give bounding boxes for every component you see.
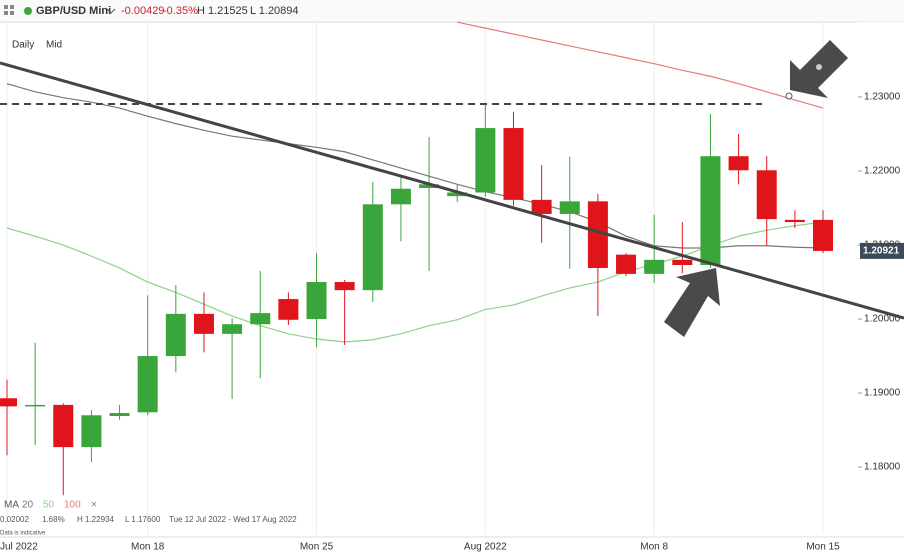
price-type[interactable]: Mid — [46, 40, 62, 51]
candle-body — [475, 128, 496, 193]
candle-body — [53, 404, 74, 448]
candle-body — [756, 170, 777, 220]
ma-label: MA — [4, 500, 19, 511]
candle-body — [559, 201, 580, 214]
range-low: L 1.17600 — [125, 515, 161, 524]
ma-legend-entry: 20 — [22, 500, 34, 511]
range-change: 0.02002 — [0, 515, 29, 524]
candle-body — [222, 324, 243, 334]
ma-close[interactable]: × — [91, 500, 97, 511]
dropdown-arrow[interactable] — [106, 8, 116, 14]
candle-body — [728, 156, 749, 171]
ma-legend-entry: 100 — [64, 500, 81, 511]
last-price-label: 1.20921 — [863, 246, 900, 257]
y-tick-label: 1.23000 — [864, 92, 901, 103]
candle-body — [419, 184, 440, 189]
header-bar — [0, 0, 904, 22]
candle-body — [390, 188, 411, 205]
candle-body — [193, 313, 214, 334]
change-pct: -0.35% — [163, 5, 198, 17]
candle-body — [616, 254, 637, 274]
x-tick-label: Mon 25 — [300, 542, 334, 553]
arrow-dot — [816, 64, 822, 70]
candle-body — [81, 415, 102, 448]
candle-body — [644, 259, 665, 274]
candle-body — [109, 413, 130, 417]
symbol[interactable]: GBP/USD Mini — [36, 5, 111, 17]
disclaimer: Data is indicative — [0, 531, 46, 537]
candle-body — [587, 201, 608, 268]
change: -0.00429 — [121, 5, 164, 17]
day-low: L 1.20894 — [250, 5, 299, 17]
x-tick-label: Aug 2022 — [464, 542, 507, 553]
y-tick-label: 1.19000 — [864, 388, 901, 399]
candle-body — [278, 299, 299, 320]
candle-body — [306, 282, 327, 320]
grid-icon[interactable] — [4, 5, 14, 15]
line-handle — [785, 92, 793, 100]
candle-body — [334, 282, 355, 291]
last-price-box — [860, 242, 904, 259]
day-high: H 1.21525 — [197, 5, 248, 17]
y-tick-label: 1.20000 — [864, 314, 901, 325]
y-tick-label: 1.22000 — [864, 166, 901, 177]
moving-average — [457, 21, 824, 109]
status-dot — [24, 7, 32, 15]
candle-body — [784, 219, 805, 223]
price-axis — [858, 22, 904, 534]
moving-average — [6, 83, 824, 249]
range-dates: Tue 12 Jul 2022 - Wed 17 Aug 2022 — [169, 515, 297, 524]
candle-body — [165, 313, 186, 357]
x-tick-label: Mon 18 — [131, 542, 165, 553]
candle-body — [0, 398, 17, 407]
moving-average — [6, 221, 824, 343]
plot: Jul 2022 Mon 18 Mon 25 Aug 2022 Mon 8 Mon 15 1… — [0, 21, 904, 553]
candle-body — [137, 356, 158, 413]
candle-body — [250, 313, 271, 325]
x-tick-label: Jul 2022 — [0, 542, 38, 553]
candle-body — [531, 199, 552, 214]
interval[interactable]: Daily — [12, 40, 34, 51]
ma-legend-entry: 50 — [43, 500, 55, 511]
x-tick-label: Mon 15 — [806, 542, 840, 553]
x-tick-label: Mon 8 — [640, 542, 668, 553]
candle-body — [447, 192, 468, 197]
candle-body — [503, 128, 524, 200]
candle-body — [672, 259, 693, 266]
candle-body — [700, 156, 721, 266]
ma-legend: 20 50 100 × — [22, 500, 97, 511]
candle-body — [813, 219, 833, 251]
trend-line — [0, 61, 904, 320]
arrow-bottom — [664, 268, 720, 337]
range-pct: 1.68% — [42, 515, 65, 524]
y-tick-label: 1.18000 — [864, 462, 901, 473]
range-high: H 1.22934 — [77, 515, 114, 524]
candle-body — [25, 404, 46, 407]
candle-body — [362, 204, 383, 291]
